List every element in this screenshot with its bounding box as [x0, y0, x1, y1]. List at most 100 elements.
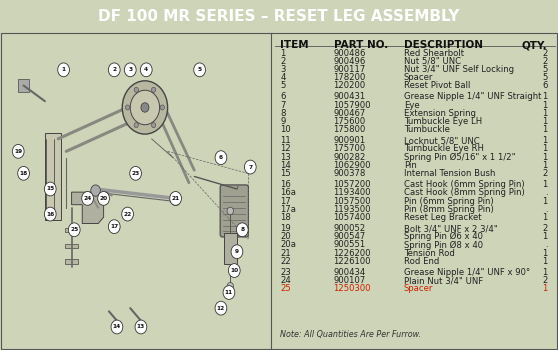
Text: 900431: 900431 — [334, 92, 366, 102]
Text: 11: 11 — [225, 290, 233, 295]
Text: 4: 4 — [144, 67, 148, 72]
Text: 17: 17 — [280, 197, 291, 205]
Circle shape — [151, 87, 156, 92]
Text: 900117: 900117 — [334, 65, 366, 74]
Circle shape — [45, 207, 56, 221]
Text: 1062900: 1062900 — [334, 161, 371, 170]
Circle shape — [237, 223, 248, 237]
Circle shape — [18, 166, 30, 180]
Circle shape — [98, 191, 109, 205]
Text: 21: 21 — [171, 196, 180, 201]
Circle shape — [108, 220, 120, 233]
Circle shape — [134, 87, 138, 92]
Text: 1057200: 1057200 — [334, 180, 371, 189]
Circle shape — [124, 63, 136, 77]
Text: Spacer: Spacer — [404, 73, 433, 82]
Text: 10: 10 — [280, 125, 291, 134]
Circle shape — [151, 122, 156, 128]
Text: Spacer: Spacer — [404, 284, 433, 293]
Text: Note: All Quantities Are Per Furrow.: Note: All Quantities Are Per Furrow. — [280, 330, 421, 339]
Text: 175700: 175700 — [334, 145, 366, 153]
Text: Cast Hook (6mm Spring Pin): Cast Hook (6mm Spring Pin) — [404, 180, 525, 189]
Bar — [65, 228, 78, 232]
Text: 13: 13 — [280, 153, 291, 162]
Text: 1: 1 — [542, 213, 547, 222]
Text: 5: 5 — [280, 81, 286, 90]
Text: Nut 5/8" UNC: Nut 5/8" UNC — [404, 57, 461, 66]
Text: 21: 21 — [280, 248, 291, 258]
Circle shape — [215, 301, 227, 315]
Text: Bolt 3/4" UNF x 2 3/4": Bolt 3/4" UNF x 2 3/4" — [404, 224, 498, 233]
Text: QTY.: QTY. — [522, 40, 547, 50]
Text: 2: 2 — [542, 224, 547, 233]
Circle shape — [215, 151, 227, 164]
Text: PART NO.: PART NO. — [334, 40, 388, 50]
Text: 178200: 178200 — [334, 73, 366, 82]
Text: 1: 1 — [542, 248, 547, 258]
Text: 5: 5 — [542, 65, 547, 74]
Text: DF 100 MR SERIES – RESET LEG ASSEMBLY: DF 100 MR SERIES – RESET LEG ASSEMBLY — [98, 9, 460, 23]
Text: 1: 1 — [542, 197, 547, 205]
Text: 14: 14 — [113, 324, 121, 329]
Text: Tumbuckle Eye LH: Tumbuckle Eye LH — [404, 117, 482, 126]
Text: 1193500: 1193500 — [334, 205, 371, 214]
Circle shape — [227, 282, 233, 290]
Circle shape — [111, 320, 123, 334]
Text: Spring Pin Ø8 x 40: Spring Pin Ø8 x 40 — [404, 240, 483, 250]
Text: 1: 1 — [542, 117, 547, 126]
Bar — [18, 79, 29, 92]
Text: 1: 1 — [542, 232, 547, 241]
Text: 1226200: 1226200 — [334, 248, 371, 258]
Text: 16: 16 — [46, 212, 54, 217]
Text: 23: 23 — [280, 268, 291, 277]
Text: 9: 9 — [235, 249, 239, 254]
Text: 20a: 20a — [280, 240, 296, 250]
Text: Pin (6mm Spring Pin): Pin (6mm Spring Pin) — [404, 197, 493, 205]
Text: 1: 1 — [280, 49, 286, 57]
Text: 1: 1 — [542, 284, 547, 293]
Text: Locknut 5/8" UNC: Locknut 5/8" UNC — [404, 136, 480, 145]
Text: 900496: 900496 — [334, 57, 366, 66]
Bar — [45, 133, 61, 220]
Text: 900434: 900434 — [334, 268, 366, 277]
Text: 2: 2 — [542, 49, 547, 57]
Circle shape — [160, 105, 165, 110]
Text: 20: 20 — [99, 196, 108, 201]
Text: 19: 19 — [14, 149, 22, 154]
Text: 3: 3 — [280, 65, 286, 74]
Circle shape — [126, 105, 129, 110]
Circle shape — [231, 245, 243, 259]
Circle shape — [122, 207, 133, 221]
Text: 22: 22 — [123, 212, 132, 217]
Text: Pin: Pin — [404, 161, 417, 170]
Text: Spring Pin Ø5/16" x 1 1/2": Spring Pin Ø5/16" x 1 1/2" — [404, 153, 516, 162]
Text: .: . — [545, 205, 547, 214]
Text: 2: 2 — [542, 276, 547, 285]
Text: 12: 12 — [217, 306, 225, 311]
Text: 1057500: 1057500 — [334, 197, 371, 205]
Text: 1226100: 1226100 — [334, 257, 371, 266]
Text: 16a: 16a — [280, 188, 296, 197]
Text: 24: 24 — [84, 196, 92, 201]
Text: 1: 1 — [542, 145, 547, 153]
Text: 23: 23 — [132, 171, 140, 176]
Text: Extension Spring: Extension Spring — [404, 109, 476, 118]
Text: 18: 18 — [20, 171, 28, 176]
Text: 1: 1 — [542, 161, 547, 170]
Circle shape — [227, 207, 233, 215]
Text: 9: 9 — [280, 117, 286, 126]
Text: 8: 8 — [240, 227, 244, 232]
Text: 14: 14 — [280, 161, 291, 170]
Text: Turnbuckle Eye RH: Turnbuckle Eye RH — [404, 145, 484, 153]
Bar — [65, 259, 78, 264]
Text: 1: 1 — [542, 92, 547, 102]
Text: 900467: 900467 — [334, 109, 366, 118]
Text: Internal Tension Bush: Internal Tension Bush — [404, 169, 496, 178]
Circle shape — [244, 160, 256, 174]
Text: 13: 13 — [137, 324, 145, 329]
Text: 900052: 900052 — [334, 224, 366, 233]
Circle shape — [171, 194, 180, 205]
Text: 15: 15 — [46, 187, 54, 191]
Circle shape — [141, 103, 149, 112]
Text: 17a: 17a — [280, 205, 296, 214]
